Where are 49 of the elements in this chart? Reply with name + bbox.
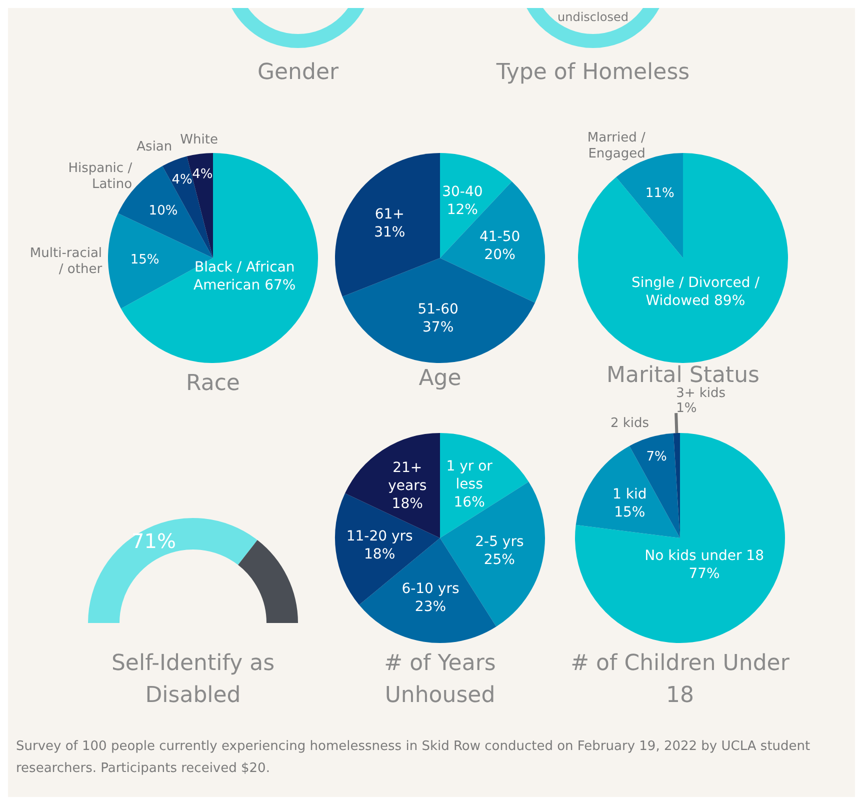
data-label: 16% <box>454 494 485 510</box>
slice-label: Single / Divorced / Widowed 89% <box>631 275 760 310</box>
slice-label: 51-60 <box>418 302 458 318</box>
data-label: 11% <box>645 186 674 202</box>
data-label: 15% <box>614 504 646 520</box>
slice-label: 21+ years <box>388 460 427 494</box>
slice-label: 1 yr or less <box>446 458 493 492</box>
text: # of Children Under 18 <box>570 650 790 710</box>
data-label: 1% <box>676 400 697 416</box>
slice-label: 41-50 <box>479 229 520 246</box>
data-label: 10% <box>148 204 178 219</box>
data-label: 37% <box>422 320 454 336</box>
slice-label: 61+ <box>374 206 404 222</box>
data-label: 18% <box>392 496 423 512</box>
data-label: 20% <box>484 247 516 264</box>
data-label: 23% <box>414 598 446 615</box>
slice-label: 11-20 yrs <box>346 528 413 544</box>
slice-label: Hispanic / Latino <box>68 160 133 192</box>
data-label: 4% <box>192 167 213 182</box>
slice-label: Asian <box>136 140 172 155</box>
text: Survey of 100 people currently experiencing homelessness in Skid Row conducted on February 19, 2022 by UCLA student researchers. Participants received $20. <box>16 738 812 778</box>
slice-label: 1 kid <box>612 486 647 502</box>
data-label: 18% <box>364 546 396 562</box>
slice-label: Married / Engaged <box>587 130 646 162</box>
data-label: 31% <box>374 224 406 240</box>
slice-label: 30-40 <box>442 184 483 200</box>
slice-label: 2 kids <box>610 416 650 432</box>
slice-label: Black / African American 67% <box>194 259 296 294</box>
data-label: 7% <box>646 450 667 465</box>
data-label: 71% <box>132 529 176 554</box>
data-label: 77% <box>688 566 720 582</box>
slice-label: Multi-racial / other <box>30 246 103 278</box>
text: Self-Identify as Disabled <box>110 650 276 710</box>
slice-label: White <box>180 132 218 148</box>
data-label: 12% <box>446 202 478 218</box>
text: Age <box>418 365 462 393</box>
text: Marital Status <box>606 362 760 388</box>
slice-label: 6-10 yrs <box>402 580 460 597</box>
data-label: 25% <box>484 552 515 568</box>
slice-label: 2-5 yrs <box>475 534 524 550</box>
slice-label: No kids under 18 <box>644 548 764 564</box>
text: # of Years Unhoused <box>383 650 497 710</box>
data-label: 15% <box>130 252 160 268</box>
data-label: 4% <box>172 172 192 188</box>
slice-label: 3+ kids <box>676 386 726 401</box>
text: Type of Homeless <box>495 60 691 85</box>
text: undisclosed <box>556 10 630 24</box>
text: Race <box>185 370 241 398</box>
text: Gender <box>256 60 340 85</box>
